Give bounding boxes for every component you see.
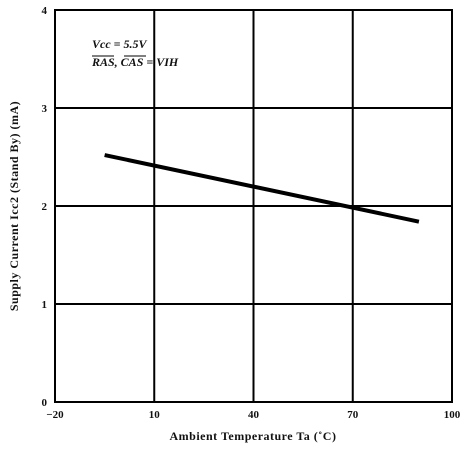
y-tick-label: 4 [42, 5, 48, 17]
series [104, 153, 420, 224]
annotation-line-1: Vcc = 5.5V [92, 37, 147, 51]
x-axis-label: Ambient Temperature Ta (˚C) [170, 429, 337, 443]
y-tick-label: 1 [42, 299, 48, 311]
y-axis-label: Supply Current Icc2 (Stand By) (mA) [7, 101, 21, 311]
y-tick-label: 0 [42, 397, 48, 409]
series-line [104, 153, 420, 224]
y-tick-label: 3 [42, 103, 48, 115]
x-tick-label: −20 [46, 409, 64, 421]
x-tick-label: 100 [444, 409, 461, 421]
plot-frame [54, 9, 453, 403]
x-ticks: −20 10 40 70 100 [46, 409, 460, 421]
x-tick-label: 10 [149, 409, 161, 421]
x-tick-label: 40 [248, 409, 260, 421]
y-ticks: 0 1 2 3 4 [42, 5, 48, 409]
annotation: Vcc = 5.5V RAS, CAS = VIH [91, 37, 179, 69]
x-tick-label: 70 [347, 409, 359, 421]
annotation-line-2: RAS, CAS = VIH [91, 55, 179, 69]
y-tick-label: 2 [42, 201, 48, 213]
